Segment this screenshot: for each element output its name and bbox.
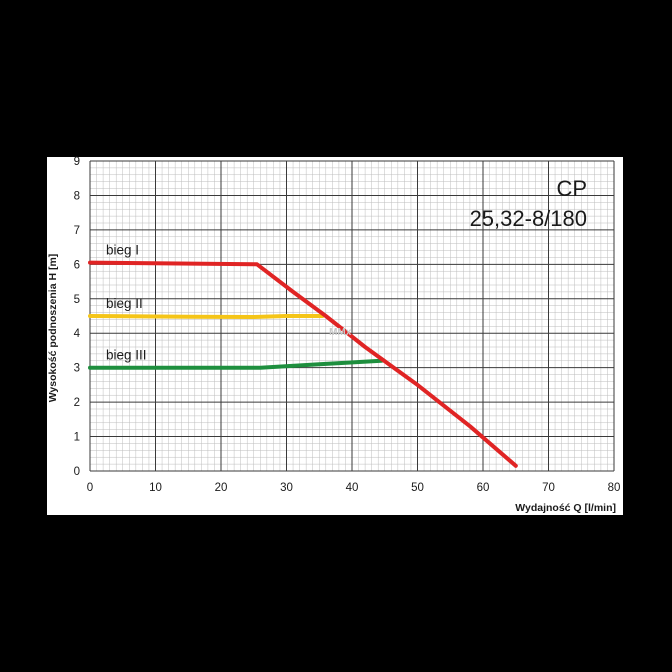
x-axis-title: Wydajność Q [l/min] xyxy=(515,502,616,514)
x-tick-label: 40 xyxy=(346,482,359,494)
y-tick-label: 9 xyxy=(74,156,80,168)
x-tick-label: 30 xyxy=(280,482,293,494)
x-tick-label: 10 xyxy=(149,482,162,494)
x-tick-label: 80 xyxy=(608,482,621,494)
series-line-bieg-iii xyxy=(88,358,384,370)
x-tick-label: 70 xyxy=(542,482,555,494)
series-line-bieg-ii xyxy=(88,314,325,319)
y-tick-label: 1 xyxy=(74,432,80,444)
y-tick-label: 3 xyxy=(74,363,80,375)
chart-title: CP xyxy=(556,176,587,201)
series-label-bieg-iii: bieg III xyxy=(106,348,147,363)
y-tick-label: 4 xyxy=(74,328,81,340)
y-tick-label: 2 xyxy=(74,397,80,409)
y-axis-title: Wysokość podnoszenia H [m] xyxy=(47,254,59,403)
chart-panel xyxy=(47,157,623,515)
series-labels: bieg I bieg II bieg III xyxy=(106,243,147,363)
y-tick-label: 8 xyxy=(74,190,80,202)
x-tick-label: 0 xyxy=(87,482,93,494)
series-label-bieg-ii: bieg II xyxy=(106,296,143,311)
x-tick-labels: 0 10 20 30 40 50 60 70 80 xyxy=(87,482,621,494)
x-tick-label: 60 xyxy=(477,482,490,494)
series-line-bieg-i xyxy=(88,260,518,468)
y-tick-label: 5 xyxy=(74,294,80,306)
y-tick-label: 6 xyxy=(74,259,80,271)
y-tick-label: 7 xyxy=(74,225,80,237)
x-tick-label: 20 xyxy=(215,482,228,494)
series-lines xyxy=(88,260,518,468)
x-tick-label: 50 xyxy=(411,482,424,494)
series-label-bieg-i: bieg I xyxy=(106,243,139,258)
chart-subtitle: 25,32-8/180 xyxy=(470,206,587,231)
y-tick-labels: 0 1 2 3 4 5 6 7 8 9 xyxy=(74,156,81,478)
watermark-text: MMx xyxy=(329,327,352,338)
y-tick-label: 0 xyxy=(74,466,80,478)
